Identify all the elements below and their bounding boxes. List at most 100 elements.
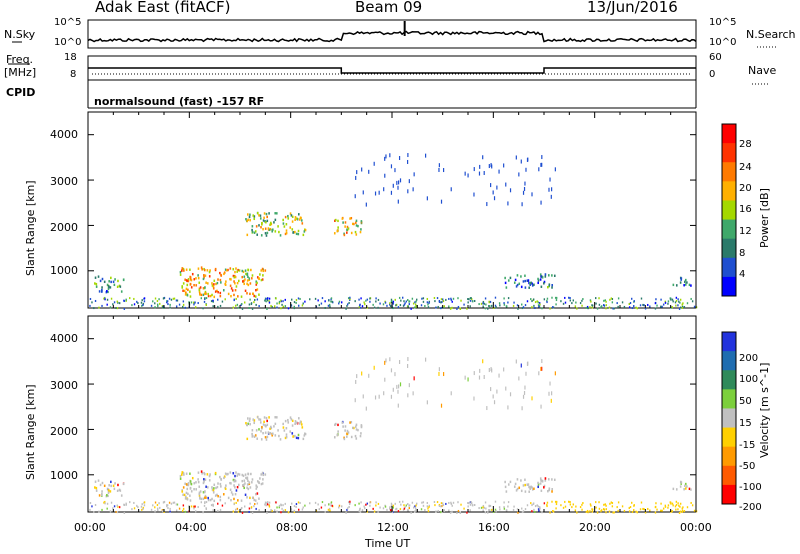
velocity-cell: [249, 423, 251, 426]
velocity-cell: [451, 510, 453, 513]
power-cell: [555, 303, 557, 306]
velocity-cell: [246, 423, 249, 427]
velocity-cell: [189, 499, 192, 502]
power-cell: [422, 300, 425, 303]
power-cell: [224, 268, 227, 271]
power-cell: [682, 302, 684, 305]
velocity-cell: [684, 487, 687, 490]
velocity-cell: [555, 500, 558, 503]
velocity-cell: [485, 507, 487, 510]
velocity-cell: [95, 489, 98, 492]
power-cell: [284, 298, 286, 301]
power-cell: [207, 292, 209, 296]
velocity-cell: [397, 389, 399, 394]
power-cell: [269, 227, 272, 231]
velocity-cell: [197, 478, 199, 481]
velocity-cell: [294, 420, 297, 423]
power-cell: [489, 305, 491, 308]
power-cell: [390, 164, 393, 169]
velocity-cell: [97, 479, 100, 482]
velocity-cell: [161, 509, 164, 512]
power-cell: [263, 212, 266, 215]
velocity-cell: [671, 502, 674, 505]
power-cell: [259, 217, 262, 220]
velocity-cell: [569, 501, 571, 504]
power-cell: [346, 231, 348, 234]
power-cell: [264, 232, 267, 235]
velocity-cell: [222, 493, 225, 496]
power-cell: [186, 294, 189, 297]
power-cell: [575, 301, 577, 304]
power-cell: [247, 218, 249, 222]
velocity-cell: [200, 497, 203, 501]
power-cell: [167, 303, 169, 306]
power-ytick-2000: 2000: [50, 221, 78, 234]
power-cell: [235, 297, 237, 300]
power-cell: [294, 216, 297, 219]
velocity-cell: [342, 425, 344, 428]
velocity-cell: [255, 484, 258, 487]
power-cell: [360, 297, 362, 300]
velocity-cell: [390, 368, 393, 373]
velocity-cell: [272, 432, 274, 435]
velocity-cell: [195, 488, 198, 491]
velocity-cell: [522, 510, 525, 513]
power-cell: [293, 305, 295, 308]
velocity-cell: [420, 508, 423, 511]
power-cell: [484, 307, 487, 310]
velocity-cell: [324, 510, 326, 513]
velocity-cell: [297, 508, 300, 511]
power-cell: [260, 278, 263, 282]
velocity-cell: [537, 485, 540, 489]
freq-trace: [88, 67, 696, 75]
power-cell: [576, 307, 578, 310]
velocity-cell: [353, 426, 355, 430]
velocity-cell: [679, 485, 682, 488]
power-cell: [436, 297, 439, 300]
velocity-cell: [214, 471, 217, 475]
velocity-cell: [503, 506, 505, 509]
power-cell: [169, 303, 171, 306]
velocity-cell: [425, 357, 427, 362]
velocity-cell: [190, 482, 193, 486]
power-cell: [351, 222, 354, 226]
velocity-cell: [211, 486, 213, 489]
power-cell: [672, 283, 675, 287]
velocity-cell: [484, 501, 487, 504]
velocity-cell: [107, 489, 110, 492]
velocity-cell: [681, 510, 684, 513]
velocity-cell: [193, 507, 195, 510]
power-cell: [246, 219, 249, 223]
power-cell: [256, 276, 259, 279]
velocity-cell: [522, 394, 525, 399]
velocity-cell: [472, 504, 474, 507]
velocity-cell: [541, 359, 543, 364]
power-cell: [628, 303, 630, 306]
velocity-cell: [289, 430, 292, 433]
velocity-cell: [187, 492, 189, 496]
velocity-cell: [613, 511, 616, 514]
velocity-cell: [611, 502, 614, 505]
velocity-cell: [208, 474, 211, 478]
nave-label: Nave: [748, 64, 777, 77]
velocity-cell: [265, 504, 267, 507]
power-cell: [522, 306, 525, 309]
velocity-cell: [355, 428, 358, 431]
power-cell: [115, 307, 117, 310]
velocity-cell: [605, 504, 607, 507]
power-cell: [403, 303, 406, 306]
velocity-cell: [374, 395, 377, 400]
velocity-cell: [245, 422, 247, 425]
power-cell: [230, 287, 233, 290]
power-cell: [244, 278, 246, 281]
velocity-cell: [212, 491, 215, 494]
velocity-cell: [208, 479, 211, 482]
velocity-cell: [107, 491, 110, 494]
velocity-cell: [483, 506, 485, 509]
velocity-cell: [670, 502, 672, 505]
velocity-cell: [207, 498, 210, 502]
power-cell: [499, 304, 501, 307]
velocity-cell: [185, 491, 188, 495]
velocity-cell: [516, 487, 519, 491]
velocity-cell: [470, 501, 472, 504]
